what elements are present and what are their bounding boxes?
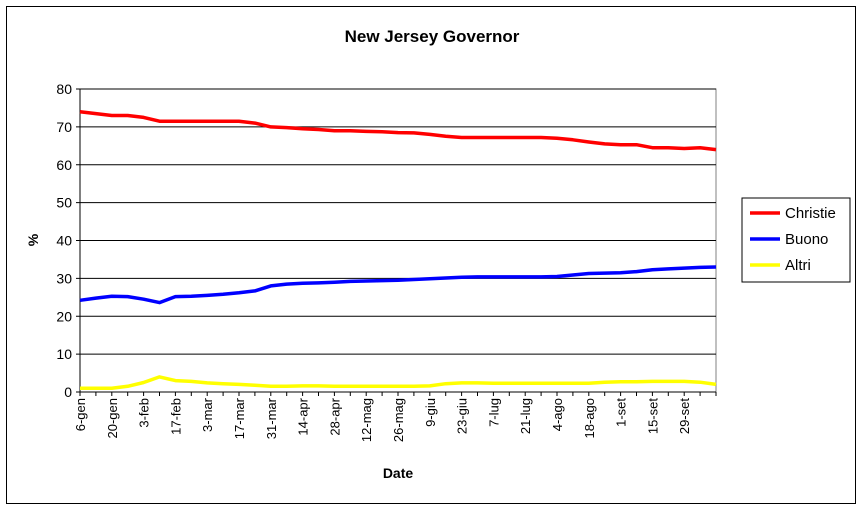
x-tick-label: 29-set — [677, 398, 692, 435]
y-axis: 0 10 20 30 40 50 60 70 80 — [56, 81, 81, 400]
chart-title: New Jersey Governor — [345, 27, 520, 46]
x-tick-label: 12-mag — [359, 398, 374, 442]
x-tick-label: 15-set — [645, 398, 660, 435]
x-tick-label: 3-mar — [200, 397, 215, 432]
x-tick-label: 4-ago — [550, 398, 565, 431]
x-tick-label: 17-feb — [168, 398, 183, 435]
x-tick-label: 14-apr — [296, 397, 311, 435]
legend-label-altri: Altri — [785, 257, 811, 274]
series-lines — [79, 109, 717, 390]
x-tick-label: 23-giu — [455, 398, 470, 434]
series-line-altri — [80, 375, 717, 390]
x-tick-label: 21-lug — [518, 398, 533, 434]
legend: Christie Buono Altri — [741, 197, 851, 283]
x-tick-label: 26-mag — [391, 398, 406, 442]
gridlines — [80, 88, 716, 355]
x-axis-label: Date — [383, 465, 414, 481]
x-tick-label: 9-giu — [423, 398, 438, 427]
x-tick-label: 28-apr — [327, 397, 342, 435]
y-tick-label: 60 — [56, 157, 72, 173]
x-axis: 6-gen 20-gen 3-feb 17-feb 3-mar 17-mar 31-mar 1… — [73, 391, 717, 442]
x-tick-label: 20-gen — [105, 398, 120, 438]
x-tick-label: 3-feb — [137, 398, 152, 428]
y-tick-label: 40 — [56, 233, 72, 249]
x-tick-label: 7-lug — [486, 398, 501, 427]
y-tick-label: 20 — [56, 308, 72, 324]
y-axis-label: % — [25, 233, 41, 246]
x-tick-label: 31-mar — [264, 397, 279, 439]
x-tick-label: 18-ago — [582, 398, 597, 438]
x-tick-label: 6-gen — [73, 398, 88, 431]
y-tick-label: 10 — [56, 346, 72, 362]
legend-label-buono: Buono — [785, 231, 828, 248]
y-tick-label: 0 — [64, 384, 72, 400]
y-tick-label: 50 — [56, 195, 72, 211]
y-tick-label: 80 — [56, 81, 72, 97]
y-tick-label: 70 — [56, 119, 72, 135]
series-line-buono — [79, 265, 717, 305]
legend-label-christie: Christie — [785, 205, 836, 222]
x-tick-label: 17-mar — [232, 397, 247, 439]
x-tick-label: 1-set — [614, 398, 629, 427]
y-tick-label: 30 — [56, 270, 72, 286]
series-line-christie — [79, 109, 717, 152]
